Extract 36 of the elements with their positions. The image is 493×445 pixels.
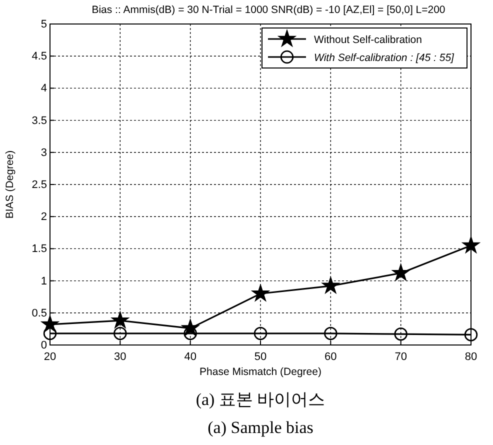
point [392,264,410,280]
legend-label: With Self-calibration : [45 : 55] [314,52,456,64]
x-tick-label: 70 [394,351,407,364]
x-tick-label: 50 [254,351,267,364]
x-tick-label: 30 [114,351,126,364]
y-tick-label: 0.5 [32,307,47,320]
y-tick-label: 4 [40,82,47,95]
point [43,326,57,340]
x-tick-label: 20 [44,351,56,364]
point [462,236,480,253]
point [254,326,268,340]
point [324,326,338,340]
y-tick-label: 2.5 [32,179,47,192]
point [322,277,339,294]
x-tick-label: 80 [464,351,478,364]
x-tick-label: 40 [184,351,196,364]
y-tick-label: 2 [40,211,47,224]
x-axis-title: Phase Mismatch (Degree) [200,366,322,378]
y-tick-label: 3.5 [32,114,47,127]
y-axis-title: BIAS (Degree) [4,150,16,219]
y-tick-label: 1.5 [32,243,47,256]
chart-title: Bias :: Ammis(dB) = 30 N-Trial = 1000 SNR(dB) = -10 [AZ,El] = [50,0] L=200 [92,4,446,16]
point [252,285,269,301]
legend-label: Without Self-calibration [314,34,422,46]
y-tick-label: 0 [40,340,47,352]
text: (a) Sample bias [208,418,314,437]
point [112,312,128,328]
point [394,327,408,341]
point [114,326,127,340]
y-tick-label: 1 [40,275,47,288]
y-tick-label: 3 [40,146,47,159]
y-tick-label: 5 [40,18,47,31]
text: (a) 표본 바이어스 [196,390,326,409]
y-tick-label: 4.5 [32,50,47,63]
x-tick-label: 60 [324,351,337,364]
point [464,328,478,342]
